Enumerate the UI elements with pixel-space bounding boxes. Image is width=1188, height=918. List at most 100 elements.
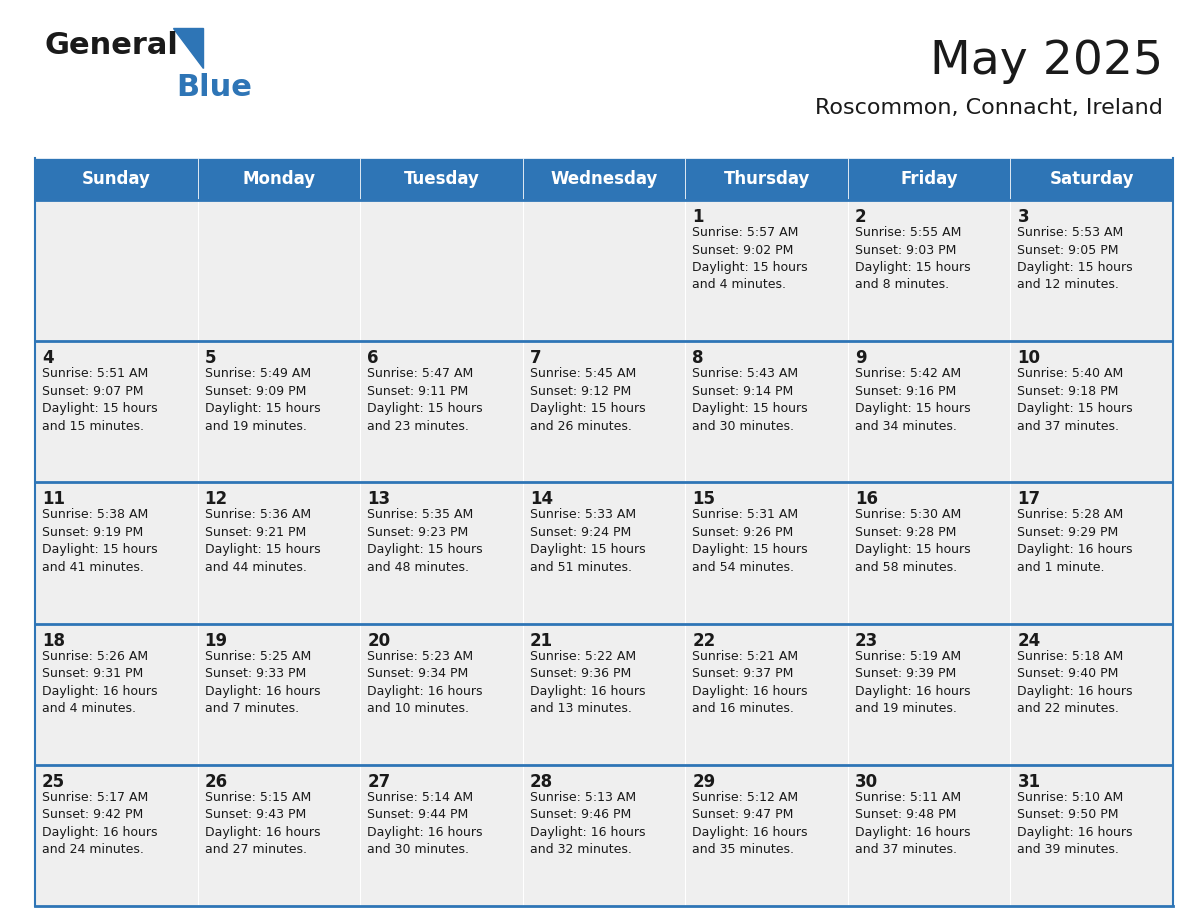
Text: 21: 21 xyxy=(530,632,552,650)
Bar xyxy=(685,200,848,341)
Text: Tuesday: Tuesday xyxy=(404,170,480,188)
Text: Sunrise: 5:53 AM
Sunset: 9:05 PM
Daylight: 15 hours
and 12 minutes.: Sunrise: 5:53 AM Sunset: 9:05 PM Dayligh… xyxy=(1017,226,1133,292)
Bar xyxy=(197,623,360,765)
Text: Sunday: Sunday xyxy=(82,170,151,188)
Text: 19: 19 xyxy=(204,632,228,650)
Text: Sunrise: 5:38 AM
Sunset: 9:19 PM
Daylight: 15 hours
and 41 minutes.: Sunrise: 5:38 AM Sunset: 9:19 PM Dayligh… xyxy=(42,509,158,574)
Bar xyxy=(360,200,523,341)
Bar xyxy=(360,482,523,623)
Text: Saturday: Saturday xyxy=(1049,170,1135,188)
Bar xyxy=(685,623,848,765)
Text: Sunrise: 5:30 AM
Sunset: 9:28 PM
Daylight: 15 hours
and 58 minutes.: Sunrise: 5:30 AM Sunset: 9:28 PM Dayligh… xyxy=(855,509,971,574)
Bar xyxy=(34,623,197,765)
Text: Sunrise: 5:55 AM
Sunset: 9:03 PM
Daylight: 15 hours
and 8 minutes.: Sunrise: 5:55 AM Sunset: 9:03 PM Dayligh… xyxy=(855,226,971,292)
Text: Sunrise: 5:43 AM
Sunset: 9:14 PM
Daylight: 15 hours
and 30 minutes.: Sunrise: 5:43 AM Sunset: 9:14 PM Dayligh… xyxy=(693,367,808,432)
Text: Sunrise: 5:40 AM
Sunset: 9:18 PM
Daylight: 15 hours
and 37 minutes.: Sunrise: 5:40 AM Sunset: 9:18 PM Dayligh… xyxy=(1017,367,1133,432)
Text: Sunrise: 5:17 AM
Sunset: 9:42 PM
Daylight: 16 hours
and 24 minutes.: Sunrise: 5:17 AM Sunset: 9:42 PM Dayligh… xyxy=(42,790,158,856)
Text: Sunrise: 5:49 AM
Sunset: 9:09 PM
Daylight: 15 hours
and 19 minutes.: Sunrise: 5:49 AM Sunset: 9:09 PM Dayligh… xyxy=(204,367,321,432)
Text: Sunrise: 5:35 AM
Sunset: 9:23 PM
Daylight: 15 hours
and 48 minutes.: Sunrise: 5:35 AM Sunset: 9:23 PM Dayligh… xyxy=(367,509,482,574)
Bar xyxy=(197,200,360,341)
Bar xyxy=(685,765,848,906)
Text: 8: 8 xyxy=(693,349,703,367)
Text: 29: 29 xyxy=(693,773,715,790)
Bar xyxy=(34,341,197,482)
Text: 27: 27 xyxy=(367,773,391,790)
Bar xyxy=(34,765,197,906)
Text: Sunrise: 5:25 AM
Sunset: 9:33 PM
Daylight: 16 hours
and 7 minutes.: Sunrise: 5:25 AM Sunset: 9:33 PM Dayligh… xyxy=(204,650,320,715)
Text: Sunrise: 5:57 AM
Sunset: 9:02 PM
Daylight: 15 hours
and 4 minutes.: Sunrise: 5:57 AM Sunset: 9:02 PM Dayligh… xyxy=(693,226,808,292)
Text: 11: 11 xyxy=(42,490,65,509)
Text: Sunrise: 5:14 AM
Sunset: 9:44 PM
Daylight: 16 hours
and 30 minutes.: Sunrise: 5:14 AM Sunset: 9:44 PM Dayligh… xyxy=(367,790,482,856)
Text: Sunrise: 5:45 AM
Sunset: 9:12 PM
Daylight: 15 hours
and 26 minutes.: Sunrise: 5:45 AM Sunset: 9:12 PM Dayligh… xyxy=(530,367,645,432)
Text: Sunrise: 5:18 AM
Sunset: 9:40 PM
Daylight: 16 hours
and 22 minutes.: Sunrise: 5:18 AM Sunset: 9:40 PM Dayligh… xyxy=(1017,650,1133,715)
Text: 1: 1 xyxy=(693,208,703,226)
Text: Sunrise: 5:15 AM
Sunset: 9:43 PM
Daylight: 16 hours
and 27 minutes.: Sunrise: 5:15 AM Sunset: 9:43 PM Dayligh… xyxy=(204,790,320,856)
Text: Sunrise: 5:19 AM
Sunset: 9:39 PM
Daylight: 16 hours
and 19 minutes.: Sunrise: 5:19 AM Sunset: 9:39 PM Dayligh… xyxy=(855,650,971,715)
Bar xyxy=(685,341,848,482)
Bar xyxy=(34,482,197,623)
Bar xyxy=(523,341,685,482)
Text: 6: 6 xyxy=(367,349,379,367)
Text: 18: 18 xyxy=(42,632,65,650)
Text: 2: 2 xyxy=(855,208,866,226)
Text: Sunrise: 5:28 AM
Sunset: 9:29 PM
Daylight: 16 hours
and 1 minute.: Sunrise: 5:28 AM Sunset: 9:29 PM Dayligh… xyxy=(1017,509,1133,574)
Text: Sunrise: 5:10 AM
Sunset: 9:50 PM
Daylight: 16 hours
and 39 minutes.: Sunrise: 5:10 AM Sunset: 9:50 PM Dayligh… xyxy=(1017,790,1133,856)
Text: Sunrise: 5:31 AM
Sunset: 9:26 PM
Daylight: 15 hours
and 54 minutes.: Sunrise: 5:31 AM Sunset: 9:26 PM Dayligh… xyxy=(693,509,808,574)
Bar xyxy=(1011,341,1173,482)
Text: Sunrise: 5:47 AM
Sunset: 9:11 PM
Daylight: 15 hours
and 23 minutes.: Sunrise: 5:47 AM Sunset: 9:11 PM Dayligh… xyxy=(367,367,482,432)
Text: 23: 23 xyxy=(855,632,878,650)
Bar xyxy=(197,341,360,482)
Text: 22: 22 xyxy=(693,632,715,650)
Text: 14: 14 xyxy=(530,490,552,509)
Text: 30: 30 xyxy=(855,773,878,790)
Text: Sunrise: 5:22 AM
Sunset: 9:36 PM
Daylight: 16 hours
and 13 minutes.: Sunrise: 5:22 AM Sunset: 9:36 PM Dayligh… xyxy=(530,650,645,715)
Text: Sunrise: 5:26 AM
Sunset: 9:31 PM
Daylight: 16 hours
and 4 minutes.: Sunrise: 5:26 AM Sunset: 9:31 PM Dayligh… xyxy=(42,650,158,715)
Text: May 2025: May 2025 xyxy=(930,39,1163,84)
Bar xyxy=(523,765,685,906)
Bar xyxy=(523,623,685,765)
Text: 20: 20 xyxy=(367,632,391,650)
Bar xyxy=(848,200,1011,341)
Text: Friday: Friday xyxy=(901,170,958,188)
Bar xyxy=(1011,158,1173,200)
Bar xyxy=(523,482,685,623)
Text: Sunrise: 5:23 AM
Sunset: 9:34 PM
Daylight: 16 hours
and 10 minutes.: Sunrise: 5:23 AM Sunset: 9:34 PM Dayligh… xyxy=(367,650,482,715)
Text: 3: 3 xyxy=(1017,208,1029,226)
Bar xyxy=(1011,623,1173,765)
Text: 16: 16 xyxy=(855,490,878,509)
Text: Sunrise: 5:21 AM
Sunset: 9:37 PM
Daylight: 16 hours
and 16 minutes.: Sunrise: 5:21 AM Sunset: 9:37 PM Dayligh… xyxy=(693,650,808,715)
Bar xyxy=(685,158,848,200)
Text: Sunrise: 5:12 AM
Sunset: 9:47 PM
Daylight: 16 hours
and 35 minutes.: Sunrise: 5:12 AM Sunset: 9:47 PM Dayligh… xyxy=(693,790,808,856)
Text: Sunrise: 5:11 AM
Sunset: 9:48 PM
Daylight: 16 hours
and 37 minutes.: Sunrise: 5:11 AM Sunset: 9:48 PM Dayligh… xyxy=(855,790,971,856)
Bar xyxy=(848,623,1011,765)
Text: Blue: Blue xyxy=(176,73,252,103)
Text: 10: 10 xyxy=(1017,349,1041,367)
Text: 7: 7 xyxy=(530,349,542,367)
Bar xyxy=(360,341,523,482)
Bar xyxy=(1011,482,1173,623)
Text: Sunrise: 5:51 AM
Sunset: 9:07 PM
Daylight: 15 hours
and 15 minutes.: Sunrise: 5:51 AM Sunset: 9:07 PM Dayligh… xyxy=(42,367,158,432)
Bar xyxy=(360,623,523,765)
Text: 31: 31 xyxy=(1017,773,1041,790)
Text: 15: 15 xyxy=(693,490,715,509)
Bar xyxy=(523,200,685,341)
Polygon shape xyxy=(173,28,203,68)
Text: 5: 5 xyxy=(204,349,216,367)
Text: 9: 9 xyxy=(855,349,866,367)
Text: 4: 4 xyxy=(42,349,53,367)
Bar xyxy=(523,158,685,200)
Bar xyxy=(1011,200,1173,341)
Bar xyxy=(1011,765,1173,906)
Text: Sunrise: 5:42 AM
Sunset: 9:16 PM
Daylight: 15 hours
and 34 minutes.: Sunrise: 5:42 AM Sunset: 9:16 PM Dayligh… xyxy=(855,367,971,432)
Bar xyxy=(197,765,360,906)
Text: Roscommon, Connacht, Ireland: Roscommon, Connacht, Ireland xyxy=(815,98,1163,118)
Text: 26: 26 xyxy=(204,773,228,790)
Bar xyxy=(848,341,1011,482)
Bar xyxy=(848,765,1011,906)
Text: Sunrise: 5:33 AM
Sunset: 9:24 PM
Daylight: 15 hours
and 51 minutes.: Sunrise: 5:33 AM Sunset: 9:24 PM Dayligh… xyxy=(530,509,645,574)
Text: Sunrise: 5:13 AM
Sunset: 9:46 PM
Daylight: 16 hours
and 32 minutes.: Sunrise: 5:13 AM Sunset: 9:46 PM Dayligh… xyxy=(530,790,645,856)
Text: Thursday: Thursday xyxy=(723,170,810,188)
Text: 12: 12 xyxy=(204,490,228,509)
Text: Sunrise: 5:36 AM
Sunset: 9:21 PM
Daylight: 15 hours
and 44 minutes.: Sunrise: 5:36 AM Sunset: 9:21 PM Dayligh… xyxy=(204,509,321,574)
Text: Monday: Monday xyxy=(242,170,316,188)
